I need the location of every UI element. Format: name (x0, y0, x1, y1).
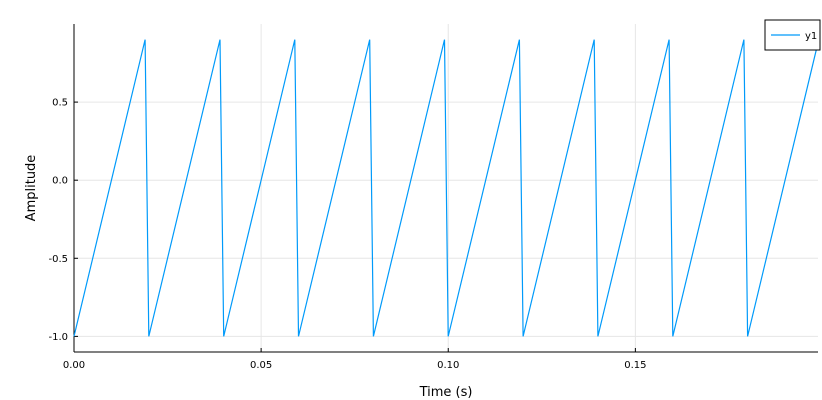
series-line-y1 (73, 39, 819, 337)
x-tick-label: 0.05 (250, 360, 272, 371)
y-axis-label: Amplitude (24, 155, 39, 222)
legend: y1 (764, 19, 821, 51)
y-tick-label: -1.0 (48, 332, 68, 343)
y-tick-label: -0.5 (48, 254, 68, 265)
axes (73, 24, 818, 353)
series-layer (73, 39, 819, 337)
y-tick-label: 0.0 (52, 176, 68, 187)
x-ticks: 0.00 0.05 0.10 0.15 (63, 348, 647, 371)
x-axis-label: Time (s) (419, 385, 473, 400)
y-ticks: -1.0 -0.5 0.0 0.5 (48, 98, 78, 343)
x-tick-label: 0.00 (63, 360, 85, 371)
x-tick-label: 0.10 (437, 360, 459, 371)
y-tick-label: 0.5 (52, 98, 68, 109)
x-tick-label: 0.15 (624, 360, 646, 371)
legend-label-y1: y1 (805, 31, 817, 42)
